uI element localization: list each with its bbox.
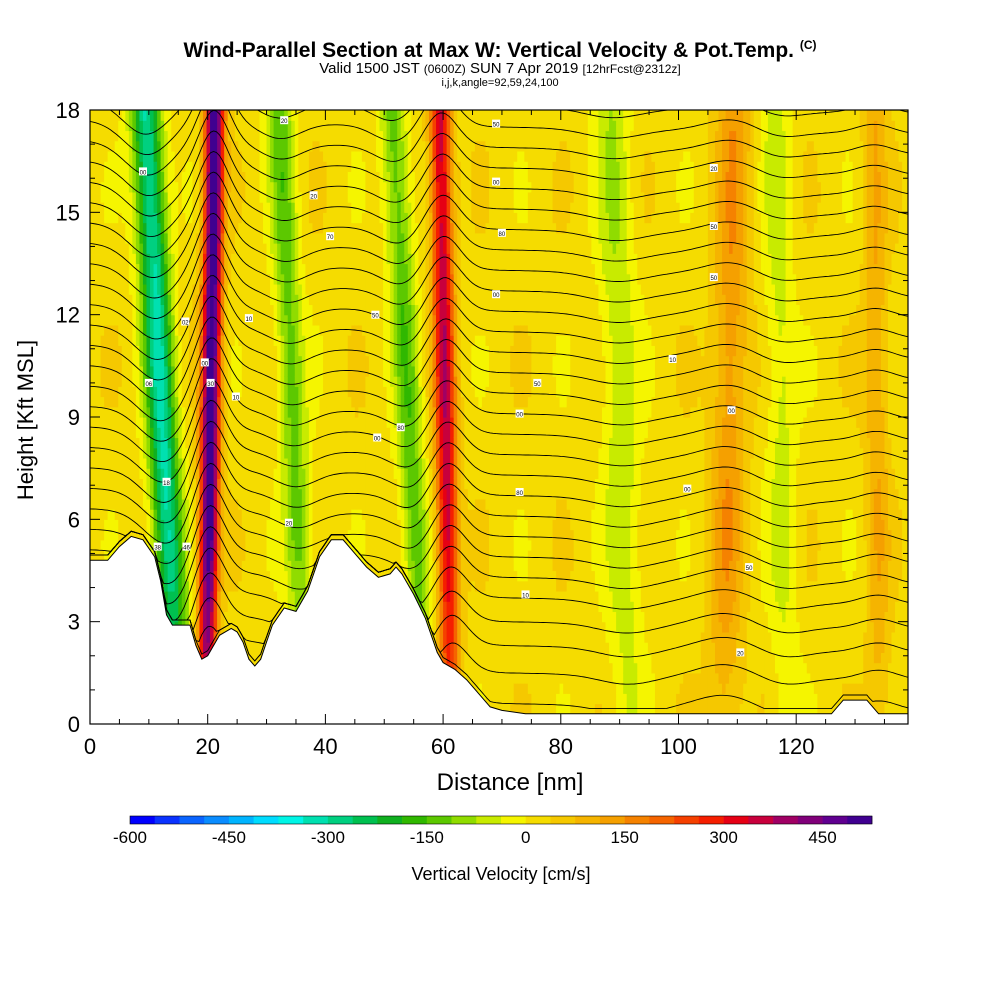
contour-label: 00	[516, 410, 524, 419]
colorbar-swatch	[229, 816, 254, 824]
colorbar-swatch	[798, 816, 823, 824]
contour-label: 00	[373, 434, 381, 443]
colorbar-swatch	[625, 816, 650, 824]
contour-label: 18	[163, 478, 171, 487]
y-tick-label: 18	[56, 98, 80, 123]
colorbar-tick-label: 450	[808, 828, 836, 847]
colorbar-swatch	[773, 816, 798, 824]
contour-label: 00	[683, 485, 691, 494]
colorbar-tick-label: -450	[212, 828, 246, 847]
contour-label: 50	[371, 311, 379, 320]
colorbar: -600 -450 -300 -150 0 150 300 450	[113, 816, 872, 847]
colorbar-swatch	[476, 816, 501, 824]
colorbar-swatch	[674, 816, 699, 824]
contour-label: 20	[310, 191, 318, 200]
colorbar-swatch	[179, 816, 204, 824]
colorbar-swatch	[130, 816, 155, 824]
contour-label: 10	[245, 314, 253, 323]
colorbar-swatch	[649, 816, 674, 824]
colorbar-swatch	[501, 816, 526, 824]
x-tick-label: 20	[195, 734, 219, 759]
colorbar-swatch	[575, 816, 600, 824]
colorbar-tick-label: 300	[709, 828, 737, 847]
colorbar-tick-label: -600	[113, 828, 147, 847]
contour-label: 06	[145, 379, 153, 388]
colorbar-swatch	[748, 816, 773, 824]
contour-label: 20	[285, 519, 293, 528]
y-tick-label: 6	[68, 507, 80, 532]
contour-label: 80	[498, 229, 506, 238]
contour-label: 00	[139, 167, 147, 176]
y-tick-label: 12	[56, 303, 80, 328]
colorbar-swatch	[847, 816, 872, 824]
colorbar-tick-label: -300	[311, 828, 345, 847]
contour-label: 00	[201, 358, 209, 367]
x-tick-label: 60	[431, 734, 455, 759]
y-tick-label: 0	[68, 712, 80, 737]
contour-label: 10	[669, 355, 677, 364]
colorbar-swatch	[155, 816, 180, 824]
colorbar-swatch	[254, 816, 279, 824]
contour-label: 50	[710, 222, 718, 231]
y-tick-label: 15	[56, 200, 80, 225]
x-tick-label: 100	[660, 734, 697, 759]
contour-label: 70	[326, 232, 334, 241]
contour-label: 38	[154, 543, 162, 552]
contour-label: 10	[522, 590, 530, 599]
y-tick-label: 9	[68, 405, 80, 430]
contour-label: 20	[710, 164, 718, 173]
x-tick-label: 40	[313, 734, 337, 759]
colorbar-swatch	[402, 816, 427, 824]
colorbar-swatch	[427, 816, 452, 824]
colorbar-swatch	[377, 816, 402, 824]
colorbar-swatch	[724, 816, 749, 824]
contour-label: 20	[736, 648, 744, 657]
colorbar-swatch	[526, 816, 551, 824]
colorbar-swatch	[550, 816, 575, 824]
contour-label: 00	[492, 178, 500, 187]
colorbar-swatch	[278, 816, 303, 824]
contour-label: 50	[745, 563, 753, 572]
x-axis-label: Distance [nm]	[437, 769, 584, 796]
colorbar-swatch	[204, 816, 229, 824]
colorbar-swatch	[303, 816, 328, 824]
colorbar-swatch	[699, 816, 724, 824]
contour-label: 50	[492, 120, 500, 129]
contour-label: 80	[516, 488, 524, 497]
x-tick-label: 0	[84, 734, 96, 759]
cross-section-chart: 38 46180602000030101020202070500080500080…	[0, 0, 1000, 1000]
x-tick-label: 120	[778, 734, 815, 759]
y-tick-label: 3	[68, 610, 80, 635]
colorbar-tick-label: -150	[410, 828, 444, 847]
colorbar-swatch	[823, 816, 848, 824]
contour-label: 30	[207, 379, 215, 388]
colorbar-swatch	[328, 816, 353, 824]
contour-label: 50	[533, 379, 541, 388]
y-axis-label: Height [Kft MSL]	[13, 340, 38, 500]
contour-label: 00	[492, 290, 500, 299]
colorbar-tick-label: 150	[611, 828, 639, 847]
x-tick-label: 80	[549, 734, 573, 759]
contour-label: 10	[232, 393, 240, 402]
colorbar-swatch	[452, 816, 477, 824]
contour-label: 02	[181, 318, 189, 327]
contour-label: 00	[728, 406, 736, 415]
colorbar-tick-label: 0	[521, 828, 530, 847]
contour-label: 20	[280, 116, 288, 125]
colorbar-swatch	[353, 816, 378, 824]
contour-label: 80	[397, 423, 405, 432]
colorbar-swatch	[600, 816, 625, 824]
contour-label: 50	[710, 273, 718, 282]
contour-label: 46	[183, 543, 191, 552]
colorbar-label: Vertical Velocity [cm/s]	[411, 864, 590, 884]
